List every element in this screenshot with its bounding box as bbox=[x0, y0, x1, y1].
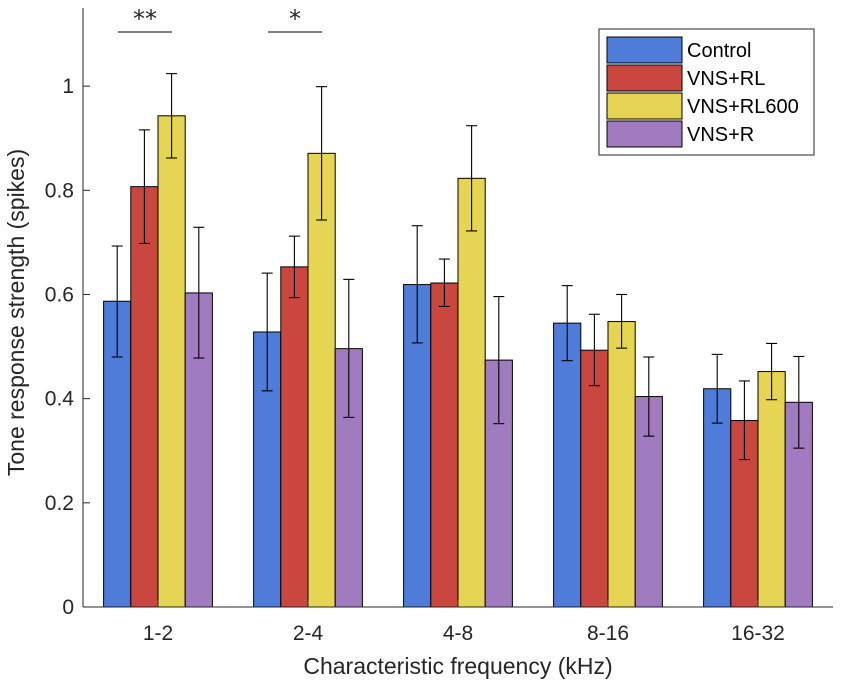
error-bar-vns-rl600-2-4 bbox=[316, 86, 328, 221]
bar-vns-rl-2-4 bbox=[280, 266, 309, 608]
error-bar-vns-rl-16-32 bbox=[738, 380, 750, 461]
bar-vns-rl-4-8 bbox=[430, 282, 459, 608]
bar-vns-rl-1-2 bbox=[130, 186, 159, 608]
bars-layer bbox=[103, 115, 813, 608]
legend-swatch-vns-rl600 bbox=[606, 92, 683, 120]
x-tick-label-1-2: 1-2 bbox=[143, 622, 173, 645]
significance-label: ** bbox=[133, 5, 157, 33]
error-bar-vns-r-2-4 bbox=[343, 278, 355, 418]
axes-layer: 0 0.2 0.4 0.6 0.8 1 1-2 2-4 4-8 8-16 16-32 bbox=[45, 8, 833, 645]
bar-vns-rl-8-16 bbox=[580, 349, 609, 608]
legend-label-vns-rl: VNS+RL bbox=[687, 68, 765, 90]
legend-label-control: Control bbox=[687, 40, 751, 62]
x-tick-label-2-4: 2-4 bbox=[293, 622, 324, 645]
bar-vns-rl600-16-32 bbox=[757, 371, 786, 608]
bar-control-8-16 bbox=[553, 322, 582, 608]
y-tick-label: 0.4 bbox=[45, 388, 75, 411]
error-bar-vns-rl-2-4 bbox=[288, 235, 300, 299]
y-tick-label: 1 bbox=[62, 75, 74, 98]
error-bar-control-8-16 bbox=[561, 285, 573, 362]
legend-label-vns-rl600: VNS+RL600 bbox=[687, 96, 799, 118]
legend-swatch-control bbox=[606, 36, 683, 64]
error-bar-control-16-32 bbox=[711, 353, 723, 424]
x-axis-title: Characteristic frequency (kHz) bbox=[303, 653, 612, 679]
bar-vns-rl600-4-8 bbox=[457, 177, 486, 608]
significance-marker-1-2: ** bbox=[118, 5, 172, 33]
y-tick-label: 0.2 bbox=[45, 492, 74, 515]
bar-vns-rl600-8-16 bbox=[607, 321, 636, 608]
bar-vns-rl600-2-4 bbox=[307, 152, 336, 608]
error-bar-vns-r-4-8 bbox=[493, 296, 505, 425]
legend-swatch-vns-rl bbox=[606, 64, 683, 92]
error-bar-vns-rl600-8-16 bbox=[616, 293, 628, 349]
x-tick-label-16-32: 16-32 bbox=[731, 622, 785, 645]
legend-label-vns-r: VNS+R bbox=[687, 124, 754, 146]
error-bar-vns-r-16-32 bbox=[793, 355, 805, 449]
error-bar-vns-r-8-16 bbox=[643, 356, 655, 437]
error-bar-vns-rl600-16-32 bbox=[766, 342, 778, 401]
error-bar-control-4-8 bbox=[411, 225, 423, 344]
legend: Control VNS+RL VNS+RL600 VNS+R bbox=[598, 28, 815, 156]
significance-label: * bbox=[289, 5, 301, 33]
error-bar-vns-rl600-4-8 bbox=[466, 125, 478, 232]
error-bar-control-1-2 bbox=[111, 245, 123, 358]
bar-vns-rl600-1-2 bbox=[157, 115, 186, 608]
significance-layer: ** * bbox=[118, 5, 322, 33]
error-bar-control-2-4 bbox=[261, 272, 273, 392]
legend-swatch-vns-r bbox=[606, 120, 683, 148]
error-bar-vns-r-1-2 bbox=[193, 226, 205, 359]
error-bar-vns-rl-1-2 bbox=[138, 129, 150, 244]
x-tick-label-4-8: 4-8 bbox=[443, 622, 473, 645]
significance-marker-2-4: * bbox=[268, 5, 322, 33]
error-bar-vns-rl600-1-2 bbox=[166, 73, 178, 159]
x-tick-label-8-16: 8-16 bbox=[587, 622, 629, 645]
y-axis-title: Tone response strength (spikes) bbox=[3, 149, 29, 476]
y-tick-label: 0.8 bbox=[45, 179, 74, 202]
y-tick-label: 0 bbox=[62, 596, 74, 619]
error-bar-vns-rl-8-16 bbox=[588, 313, 600, 387]
error-bar-vns-rl-4-8 bbox=[438, 258, 450, 308]
y-tick-label: 0.6 bbox=[45, 283, 74, 306]
error-bars-layer bbox=[111, 73, 805, 461]
